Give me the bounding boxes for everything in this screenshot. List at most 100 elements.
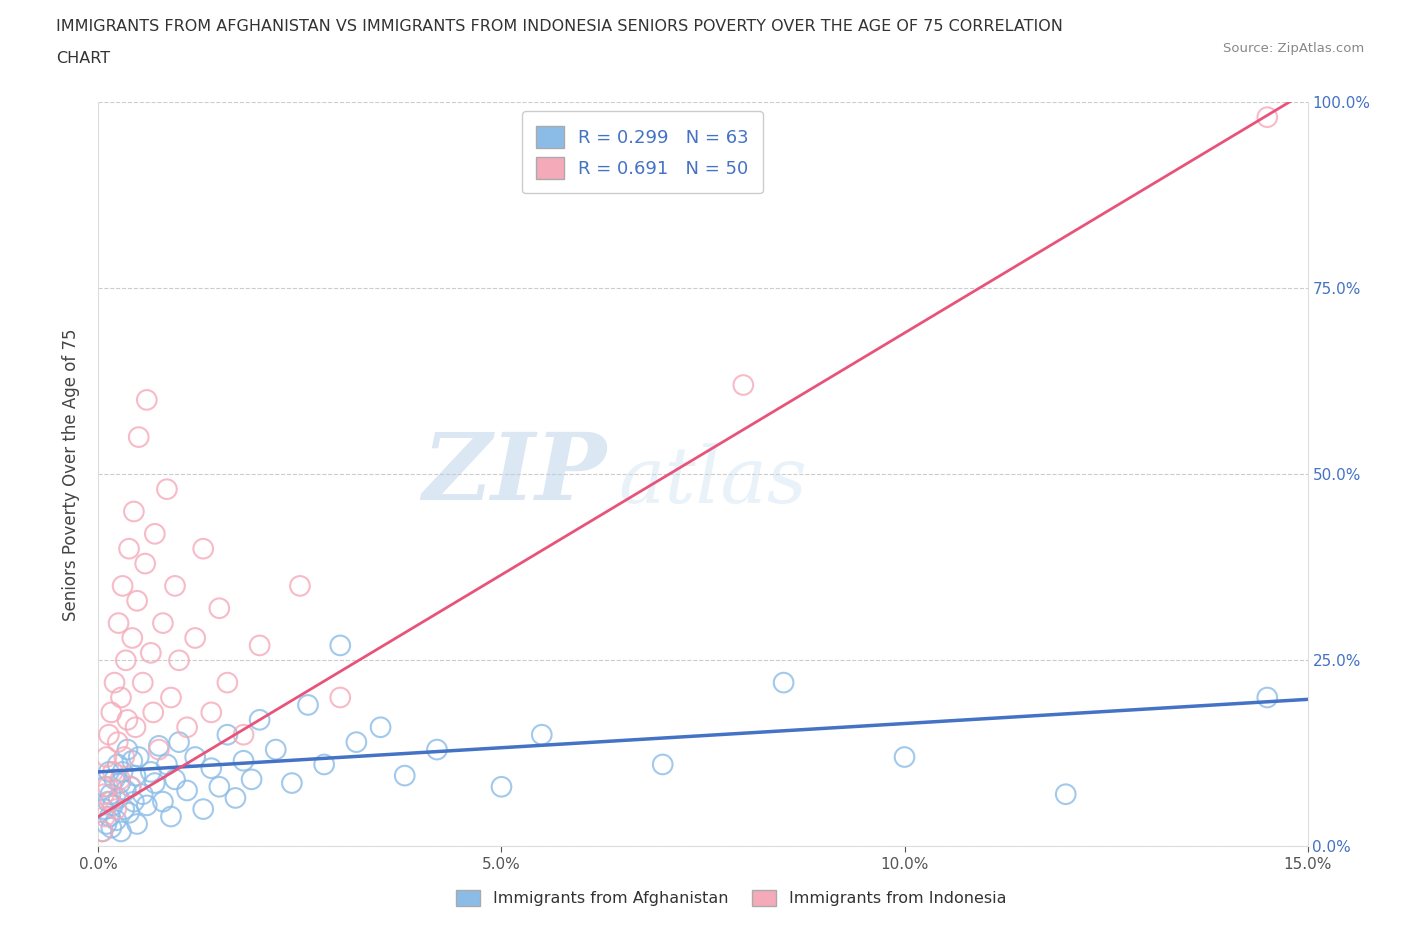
Point [107, 616, 129, 631]
Point [128, 750, 150, 764]
Point [156, 757, 179, 772]
Point [176, 783, 198, 798]
Text: atlas: atlas [619, 444, 807, 520]
Point [94, 809, 117, 824]
Point [111, 578, 134, 593]
Point [208, 601, 231, 616]
Point [152, 616, 174, 631]
Point [120, 779, 142, 794]
Point [193, 802, 215, 817]
Point [97, 794, 120, 809]
Point [134, 556, 156, 571]
Point [224, 790, 246, 805]
Point [114, 783, 136, 798]
Point [118, 541, 141, 556]
Point [91, 824, 114, 839]
Point [100, 705, 122, 720]
Point [200, 705, 222, 720]
Point [297, 698, 319, 712]
Point [100, 820, 122, 835]
Point [122, 794, 145, 809]
Point [148, 738, 170, 753]
Point [117, 712, 139, 727]
Point [167, 735, 190, 750]
Text: Source: ZipAtlas.com: Source: ZipAtlas.com [1223, 42, 1364, 55]
Point [772, 675, 794, 690]
Point [94, 779, 117, 794]
Point [114, 653, 136, 668]
Point [217, 675, 239, 690]
Point [143, 526, 166, 541]
Point [143, 776, 166, 790]
Point [156, 482, 179, 497]
Point [184, 631, 207, 645]
Point [97, 764, 120, 779]
Point [135, 392, 157, 407]
Point [426, 742, 449, 757]
Point [105, 802, 128, 817]
Point [118, 805, 141, 820]
Text: ZIP: ZIP [422, 430, 606, 519]
Point [96, 750, 118, 764]
Point [163, 578, 186, 593]
Point [530, 727, 553, 742]
Point [217, 727, 239, 742]
Point [127, 817, 149, 831]
Point [160, 690, 183, 705]
Point [167, 653, 190, 668]
Legend: R = 0.299   N = 63, R = 0.691   N = 50: R = 0.299 N = 63, R = 0.691 N = 50 [522, 112, 763, 193]
Point [107, 790, 129, 805]
Point [208, 779, 231, 794]
Point [111, 764, 134, 779]
Point [148, 742, 170, 757]
Point [98, 809, 121, 824]
Point [491, 779, 513, 794]
Point [127, 593, 149, 608]
Point [160, 809, 183, 824]
Point [97, 727, 120, 742]
Point [281, 776, 304, 790]
Point [139, 764, 162, 779]
Point [103, 772, 125, 787]
Point [152, 794, 174, 809]
Point [120, 779, 142, 794]
Point [107, 735, 129, 750]
Point [142, 705, 165, 720]
Point [240, 772, 263, 787]
Point [163, 772, 186, 787]
Point [135, 798, 157, 813]
Point [1256, 110, 1278, 125]
Point [394, 768, 416, 783]
Point [108, 776, 131, 790]
Point [733, 378, 755, 392]
Point [121, 631, 143, 645]
Point [110, 824, 132, 839]
Point [121, 753, 143, 768]
Point [101, 798, 124, 813]
Text: CHART: CHART [56, 51, 110, 66]
Point [112, 750, 135, 764]
Point [97, 779, 120, 794]
Point [122, 504, 145, 519]
Point [200, 761, 222, 776]
Point [288, 578, 311, 593]
Point [93, 787, 115, 802]
Point [264, 742, 287, 757]
Point [107, 757, 129, 772]
Legend: Immigrants from Afghanistan, Immigrants from Indonesia: Immigrants from Afghanistan, Immigrants … [450, 884, 1012, 912]
Point [232, 753, 254, 768]
Point [108, 772, 131, 787]
Point [110, 690, 132, 705]
Point [232, 727, 254, 742]
Point [193, 541, 215, 556]
Y-axis label: Seniors Poverty Over the Age of 75: Seniors Poverty Over the Age of 75 [62, 328, 80, 620]
Point [184, 750, 207, 764]
Point [93, 802, 115, 817]
Point [139, 645, 162, 660]
Point [91, 824, 114, 839]
Point [96, 817, 118, 831]
Point [100, 794, 122, 809]
Point [344, 735, 367, 750]
Point [132, 675, 155, 690]
Point [124, 768, 146, 783]
